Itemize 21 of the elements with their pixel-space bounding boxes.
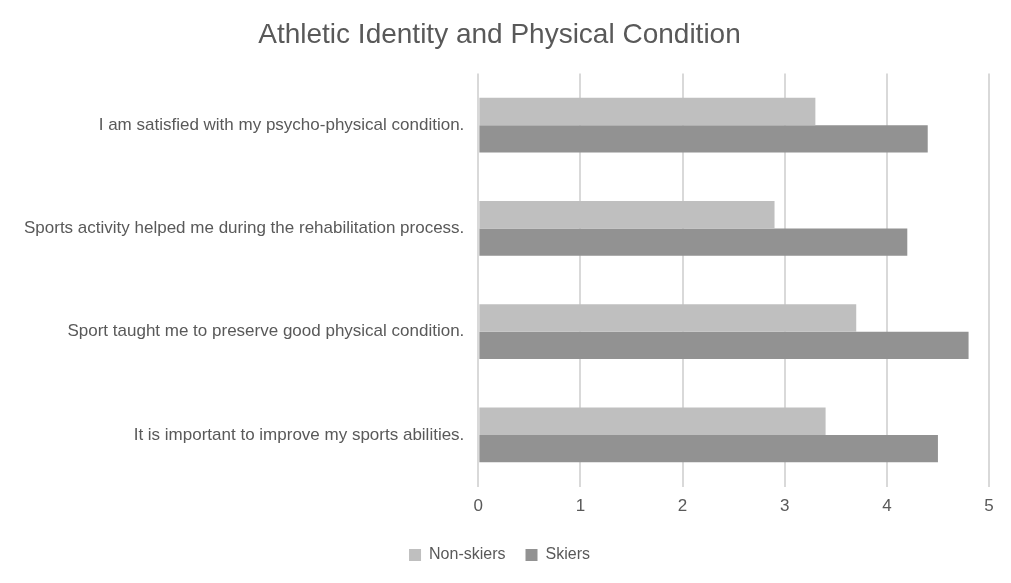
legend-label: Skiers xyxy=(545,545,590,563)
bar xyxy=(479,201,775,229)
x-tick-label: 5 xyxy=(984,496,994,516)
bar xyxy=(479,97,816,126)
x-tick-label: 3 xyxy=(780,496,790,516)
bar xyxy=(479,228,908,256)
x-tick-label: 4 xyxy=(882,496,892,516)
bar xyxy=(479,434,938,463)
y-tick-label: I am satisfied with my psycho-physical condition. xyxy=(98,114,465,134)
bar xyxy=(479,125,928,153)
y-tick-label: It is important to improve my sports abilities. xyxy=(133,424,465,444)
x-tick-label: 2 xyxy=(677,496,688,516)
y-tick-label: Sports activity helped me during the rehabilitation process. xyxy=(23,218,465,238)
x-tick-label: 1 xyxy=(575,496,586,516)
chart-title: Athletic Identity and Physical Condition xyxy=(258,17,741,49)
legend-label: Non-skiers xyxy=(429,545,506,563)
bar xyxy=(479,304,857,332)
x-tick-label: 0 xyxy=(473,496,484,516)
bar xyxy=(479,407,826,435)
y-tick-label: Sport taught me to preserve good physical condition. xyxy=(67,321,465,341)
bar xyxy=(479,331,969,360)
